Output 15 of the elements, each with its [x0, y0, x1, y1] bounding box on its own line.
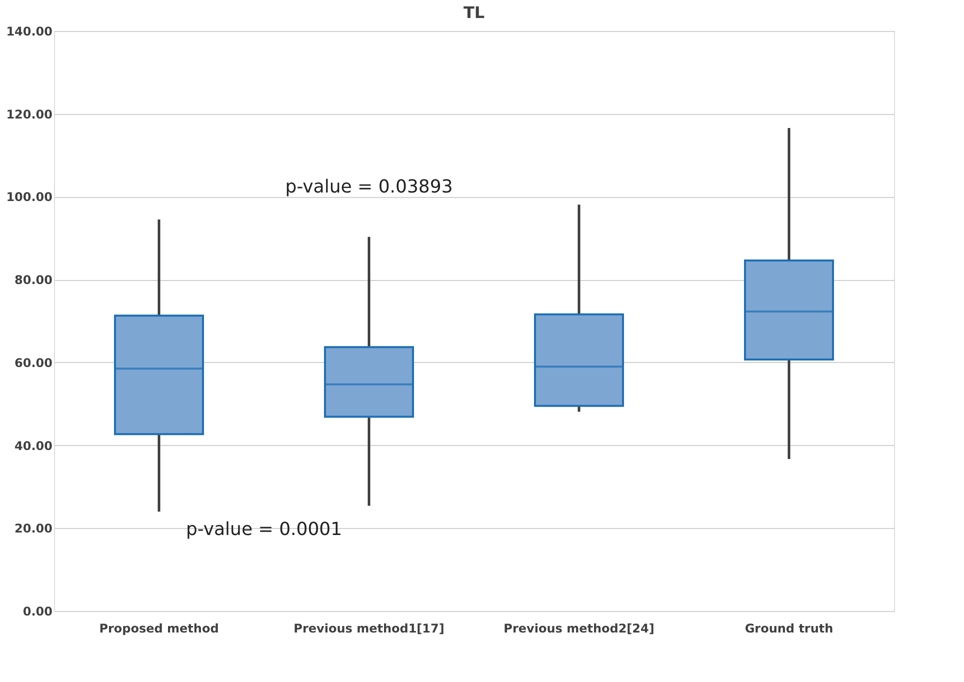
annotation: p-value = 0.03893 [285, 176, 453, 198]
y-tick-label: 80.00 [14, 273, 52, 288]
chart-title: TL [463, 3, 485, 22]
y-tick-label: 20.00 [14, 522, 52, 536]
y-tick-label: 0.00 [22, 604, 52, 618]
y-tick-label: 100.00 [6, 190, 52, 204]
x-tick-label: Ground truth [744, 622, 834, 636]
y-tick-label: 60.00 [14, 356, 52, 370]
x-tick-label: Proposed method [99, 622, 219, 636]
y-tick-label: 140.00 [6, 24, 52, 38]
y-tick-label: 120.00 [6, 107, 52, 122]
y-tick-label: 40.00 [14, 438, 52, 453]
annotation: p-value = 0.0001 [186, 518, 342, 540]
x-tick-label: Previous method1[17] [294, 622, 444, 636]
x-tick-label: Previous method2[24] [504, 622, 654, 636]
